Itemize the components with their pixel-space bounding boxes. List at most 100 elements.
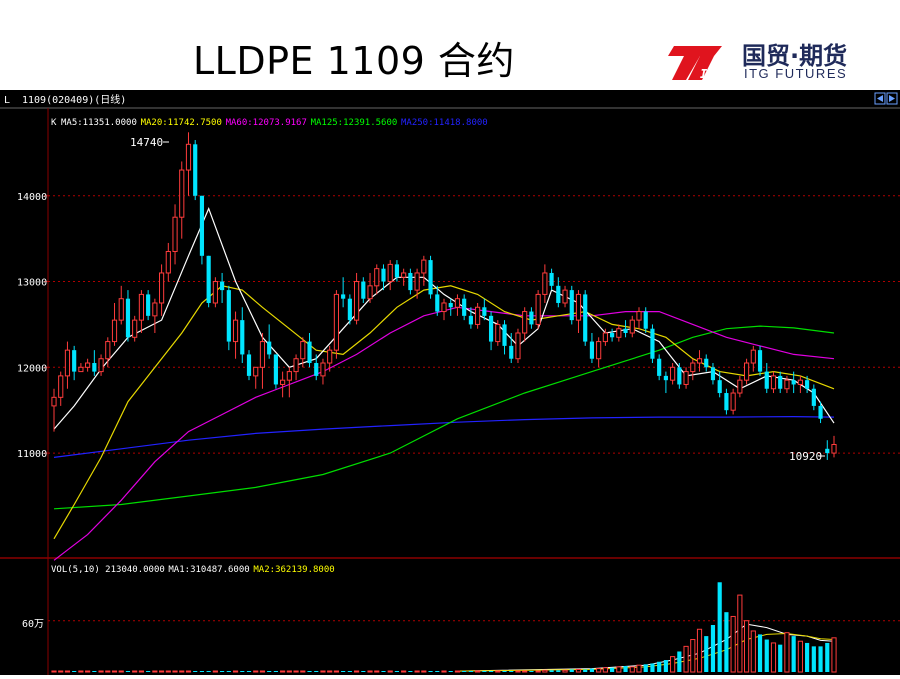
candle [468,307,473,329]
candle [522,307,528,342]
candle-body [361,281,366,299]
volume-bar [259,670,266,673]
candle-body [757,350,763,372]
candle [750,345,756,372]
candle-body [454,298,461,308]
logo-mark-text: ITG [700,67,722,81]
price-tick-label: 13000 [17,278,47,289]
volume-bar [623,666,628,672]
candle-body [111,319,118,343]
candle [92,350,97,376]
candle-body [341,294,346,299]
volume-bar [408,671,413,672]
candle [811,384,816,411]
price-tick-label: 14000 [17,192,47,203]
nav-right-arrow-icon [889,95,895,102]
candle [246,350,252,381]
volume-bar [246,671,252,672]
candle-body [623,328,628,333]
volume-bar [475,670,481,673]
candle [764,363,769,394]
volume-bar [535,670,541,673]
price-axis-ticks: 11000 12000 13000 14000 [17,192,47,460]
candle [111,302,118,346]
candle [696,350,703,372]
candle [610,328,615,342]
company-logo: ITG 国贸·期货 ITG FUTURES [662,36,882,86]
price-tick-label: 11000 [17,449,47,460]
candle-body [583,294,588,342]
candle [165,242,171,282]
candle [677,363,682,389]
candle-body [428,260,433,295]
ma60-line [53,306,835,561]
volume-bar [811,646,816,672]
volume-bar [556,670,561,672]
candle [267,324,272,359]
candle [146,290,151,321]
logo-chinese-name: 国贸·期货 [742,42,848,70]
indicator-prefix: K [51,118,57,128]
candle-body [710,367,716,381]
volume-bar [374,670,380,673]
volume-bar [509,671,514,672]
candle-body [670,366,676,381]
candle-body [730,392,736,411]
candle [118,285,124,325]
window-nav-icons[interactable] [874,92,898,105]
volume-bar [441,670,447,673]
candle [770,371,777,394]
volume-bar [778,644,783,672]
candle-body [797,379,803,385]
volume-bar [757,634,763,672]
candle [185,132,192,196]
candle-body [333,293,339,351]
candle [562,285,568,308]
volume-bar [185,670,192,673]
volume-bar [273,671,278,672]
volume-bar [401,670,407,673]
candle-body [381,268,386,282]
volume-bar [51,670,57,673]
volume-bar [629,666,635,673]
candle-body [98,358,104,373]
volume-bar [172,670,178,673]
volume-bar [165,670,171,673]
candle [78,363,84,373]
low-annotation: 10920 [789,450,825,463]
candle-body [146,294,151,316]
volume-bar [482,671,487,672]
volume-bar [596,668,602,673]
candle-body [408,272,413,291]
ma-label-0: MA5:11351.0000 [61,118,137,128]
candle-body [51,396,57,407]
volume-bar [610,667,615,672]
volume-bar [448,671,453,672]
volume-bar [643,664,648,672]
volume-bar [468,671,473,672]
volume-bar [495,670,501,673]
candle [159,264,165,316]
volume-bar [179,670,185,673]
candle-body [293,358,299,373]
candle-body [448,302,453,308]
candlestick-series [51,132,837,460]
volume-bar [831,637,837,673]
volume-bar [730,615,736,673]
volume-bar [636,664,642,673]
volume-bar [696,628,703,673]
volume-bar [549,670,554,672]
candle [515,328,521,364]
volume-bar [770,642,777,673]
candle [286,367,292,398]
candle [805,375,810,394]
volume-bar [750,630,756,673]
candle [72,345,77,381]
candle [381,264,386,291]
candle [683,367,689,389]
candle [495,320,501,346]
volume-bar [146,671,151,672]
candle [394,260,400,282]
candle [650,324,655,364]
candle-body [401,272,407,278]
